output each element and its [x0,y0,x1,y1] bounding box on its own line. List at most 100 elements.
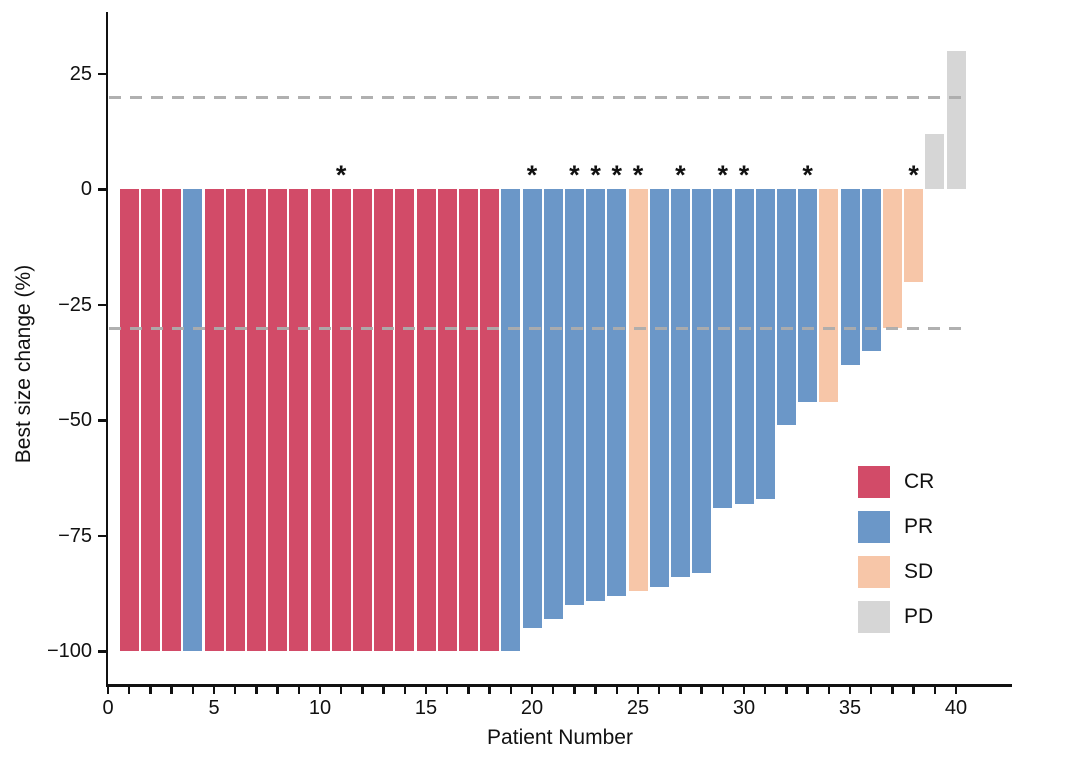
y-tick-label: 25 [69,62,92,85]
bar-patient-26 [649,189,669,587]
x-tick [785,686,788,694]
star-annotation-patient-30: * [738,160,750,190]
legend-label-sd: SD [904,560,934,583]
bar-patient-17 [458,189,478,652]
legend-swatch-pd [858,601,890,633]
bar-patient-11 [331,189,351,652]
y-axis-line [105,12,108,686]
x-tick-label: 20 [520,697,544,719]
x-tick [106,686,110,694]
x-tick [361,686,364,694]
x-tick-label: 30 [732,697,756,719]
x-tick [467,686,470,694]
bar-patient-40 [946,50,966,190]
x-tick [615,686,618,694]
y-tick-label: −50 [58,409,92,432]
x-tick [870,686,873,694]
y-tick [98,72,106,76]
y-tick [98,188,106,191]
legend-item-cr: CR [858,466,934,498]
reference-line-20 [109,95,967,99]
x-tick [721,686,724,694]
bar-patient-33 [798,189,818,402]
bar-patient-23 [586,189,606,601]
x-tick [403,686,406,694]
y-tick [98,650,106,653]
x-tick [382,686,385,694]
x-tick [297,686,300,694]
bar-patient-2 [140,189,160,652]
bar-patient-25 [628,189,648,592]
star-annotation-patient-27: * [675,160,686,190]
x-tick-label: 15 [414,697,438,719]
bar-patient-9 [289,189,309,652]
legend-label-cr: CR [904,470,935,493]
x-tick [573,686,576,694]
legend: CR PR SD PD [858,466,934,646]
x-tick [340,686,343,694]
x-tick [933,686,936,694]
bar-patient-21 [543,189,563,620]
legend-item-sd: SD [858,556,934,588]
x-tick-label: 5 [208,697,220,719]
x-tick [827,686,830,694]
y-tick [98,303,106,307]
bar-patient-7 [246,189,266,652]
star-annotation-patient-23: * [590,160,601,190]
y-tick-label: −75 [58,524,92,547]
star-annotation-patient-29: * [717,160,729,190]
x-tick-label: 40 [944,697,968,719]
reference-line-−30 [109,326,967,330]
star-annotation-patient-22: * [569,160,580,190]
x-tick [276,686,279,694]
bar-patient-4 [183,189,203,652]
x-tick [509,686,512,694]
legend-item-pd: PD [858,601,934,633]
y-tick-label: −100 [46,640,92,663]
bar-patient-1 [119,189,139,652]
bar-patient-15 [416,189,436,652]
x-tick [764,686,767,694]
bar-patient-24 [607,189,627,596]
bar-patient-29 [713,189,733,509]
x-tick [149,686,152,694]
y-axis-title: Best size change (%) [12,264,35,464]
legend-item-pr: PR [858,511,934,543]
x-tick [954,686,958,694]
x-tick [658,686,661,694]
x-tick [212,686,216,694]
bar-patient-34 [819,189,839,402]
x-tick [594,686,597,694]
x-tick-label: 25 [626,697,650,719]
bar-patient-32 [776,189,796,425]
legend-swatch-cr [858,466,890,498]
star-annotation-patient-33: * [802,160,813,190]
bar-patient-5 [204,189,224,652]
y-tick-label: −25 [58,293,92,316]
legend-swatch-sd [858,556,890,588]
x-tick [446,686,449,694]
bar-patient-18 [480,189,500,652]
bar-patient-3 [162,189,182,652]
bar-patient-16 [437,189,457,652]
legend-label-pd: PD [904,605,934,628]
bar-patient-10 [310,189,330,652]
bar-patient-6 [225,189,245,652]
bar-patient-8 [268,189,288,652]
x-tick [552,686,555,694]
x-tick [679,686,682,694]
x-tick [255,686,258,694]
bar-patient-13 [374,189,394,652]
bar-patient-20 [522,189,542,629]
star-annotation-patient-24: * [611,160,623,190]
star-annotation-patient-11: * [335,160,347,190]
bar-patient-38 [904,189,924,282]
x-tick-label: 0 [102,697,114,719]
x-tick [742,686,746,694]
x-tick-label: 35 [838,697,862,719]
x-tick [806,686,809,694]
x-tick [128,686,131,694]
x-axis-line [105,684,1012,687]
bar-patient-31 [755,189,775,499]
